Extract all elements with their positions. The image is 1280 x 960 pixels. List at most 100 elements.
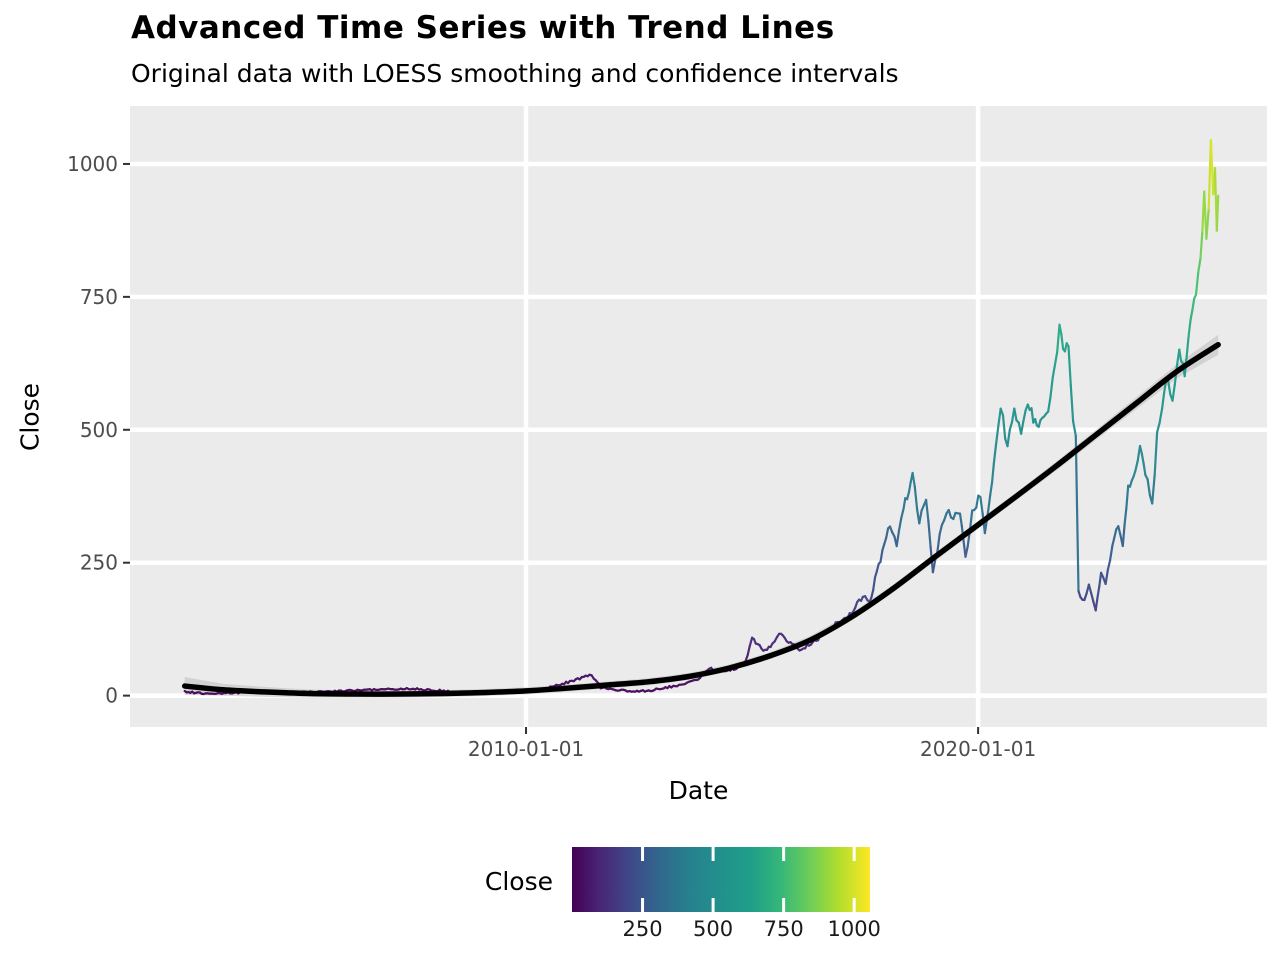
close-series-segment	[983, 519, 988, 535]
close-series-segment	[1096, 585, 1101, 599]
close-series-segment	[995, 423, 1000, 445]
legend-tick-label: 250	[623, 917, 663, 941]
close-series-segment	[748, 636, 754, 648]
close-series-segment	[1033, 418, 1039, 427]
close-series-segment	[1049, 376, 1054, 398]
close-series-segment	[1155, 421, 1161, 434]
x-tick-label: 2020-01-01	[920, 737, 1036, 761]
close-series-segment	[1121, 523, 1126, 548]
close-series-segment	[902, 497, 907, 511]
close-series-segment	[1197, 257, 1202, 274]
close-series-segment	[975, 494, 980, 509]
close-series-segment	[1140, 452, 1145, 465]
close-series-segment	[931, 558, 937, 574]
legend-tick-mark	[782, 898, 786, 912]
close-series-segment	[964, 545, 969, 558]
close-series-segment	[1205, 207, 1210, 240]
close-series-segment	[1199, 229, 1204, 260]
close-series-segment	[1113, 528, 1118, 539]
close-series-segment	[1047, 395, 1052, 413]
close-series-segment	[1117, 525, 1122, 537]
close-series-segment	[1194, 270, 1200, 296]
close-series-segment	[1215, 194, 1220, 232]
legend-tick-mark	[852, 847, 856, 861]
close-series-segment	[1053, 350, 1059, 366]
legend-colorbar	[572, 847, 870, 912]
close-series-segment	[885, 527, 890, 539]
close-series-segment	[979, 495, 984, 515]
close-series-segment	[927, 519, 932, 549]
loess-trend-line	[181, 341, 1221, 697]
close-series-segment	[895, 529, 901, 548]
close-series-segment	[900, 507, 905, 520]
legend-title: Close	[484, 867, 553, 896]
legend-tick-mark	[852, 898, 856, 912]
close-series-segment	[1094, 596, 1099, 612]
y-tick-label: 0	[105, 684, 118, 708]
y-tick-label: 250	[80, 551, 118, 575]
close-series-segment	[1166, 378, 1172, 396]
y-tick-label: 1000	[67, 152, 118, 176]
chart-subtitle: Original data with LOESS smoothing and c…	[131, 59, 899, 88]
close-series-segment	[1001, 414, 1007, 440]
y-tick-label: 500	[80, 418, 118, 442]
close-series-segment	[1142, 462, 1147, 477]
close-series-segment	[958, 512, 963, 527]
plot-panel	[130, 106, 1267, 727]
close-series-segment	[1138, 444, 1143, 455]
close-series-segment	[1158, 407, 1164, 424]
close-series-segment	[1153, 431, 1159, 476]
close-series-segment	[1111, 536, 1116, 547]
close-series-segment	[913, 485, 919, 511]
close-series-segment	[1189, 309, 1194, 321]
close-series-segment	[1108, 544, 1114, 562]
close-series-segment	[870, 588, 875, 599]
close-series-segment	[1013, 407, 1018, 422]
close-series-segment	[997, 407, 1002, 426]
close-series-segment	[1191, 297, 1196, 312]
close-series-segment	[1098, 571, 1103, 588]
close-series-segment	[1134, 459, 1139, 472]
close-series-segment	[905, 491, 911, 501]
close-series-segment	[907, 480, 912, 494]
close-series-segment	[1083, 592, 1088, 602]
close-series-segment	[1037, 419, 1042, 428]
close-series-segment	[879, 549, 884, 564]
close-series-segment	[897, 516, 903, 532]
legend-tick-label: 750	[764, 917, 804, 941]
close-series-segment	[992, 442, 998, 465]
y-axis-title: Close	[15, 382, 45, 452]
close-series-segment	[1151, 473, 1156, 505]
legend-tick-label: 500	[693, 917, 733, 941]
close-series-segment	[938, 523, 944, 536]
close-series-segment	[1104, 568, 1110, 586]
legend-tick-mark	[711, 847, 715, 861]
close-series-segment	[1056, 323, 1061, 353]
close-series-segment	[1160, 391, 1166, 410]
x-tick-label: 2010-01-01	[468, 737, 584, 761]
close-series-segment	[1071, 420, 1077, 437]
legend-tick-mark	[641, 847, 645, 861]
close-series-segment	[1067, 345, 1072, 387]
close-series-segment	[1058, 323, 1063, 335]
close-series-segment	[1030, 407, 1035, 424]
close-series-segment	[1022, 409, 1027, 423]
legend-tick-mark	[711, 898, 715, 912]
close-series-segment	[1074, 434, 1080, 593]
close-series-segment	[918, 509, 923, 525]
close-series-segment	[875, 562, 880, 573]
y-tick-label: 750	[80, 285, 118, 309]
close-series-segment	[1019, 420, 1025, 435]
x-axis-title: Date	[668, 776, 729, 805]
close-series-segment	[1008, 421, 1014, 431]
close-series-segment	[746, 644, 751, 657]
close-series-segment	[1171, 383, 1176, 402]
close-series-segment	[1089, 591, 1095, 603]
close-series-segment	[1087, 583, 1093, 595]
close-series-segment	[1187, 318, 1192, 338]
close-series-segment	[924, 498, 930, 523]
close-series-segment	[1106, 559, 1112, 571]
close-series-segment	[968, 509, 974, 531]
close-series-segment	[1060, 332, 1065, 351]
